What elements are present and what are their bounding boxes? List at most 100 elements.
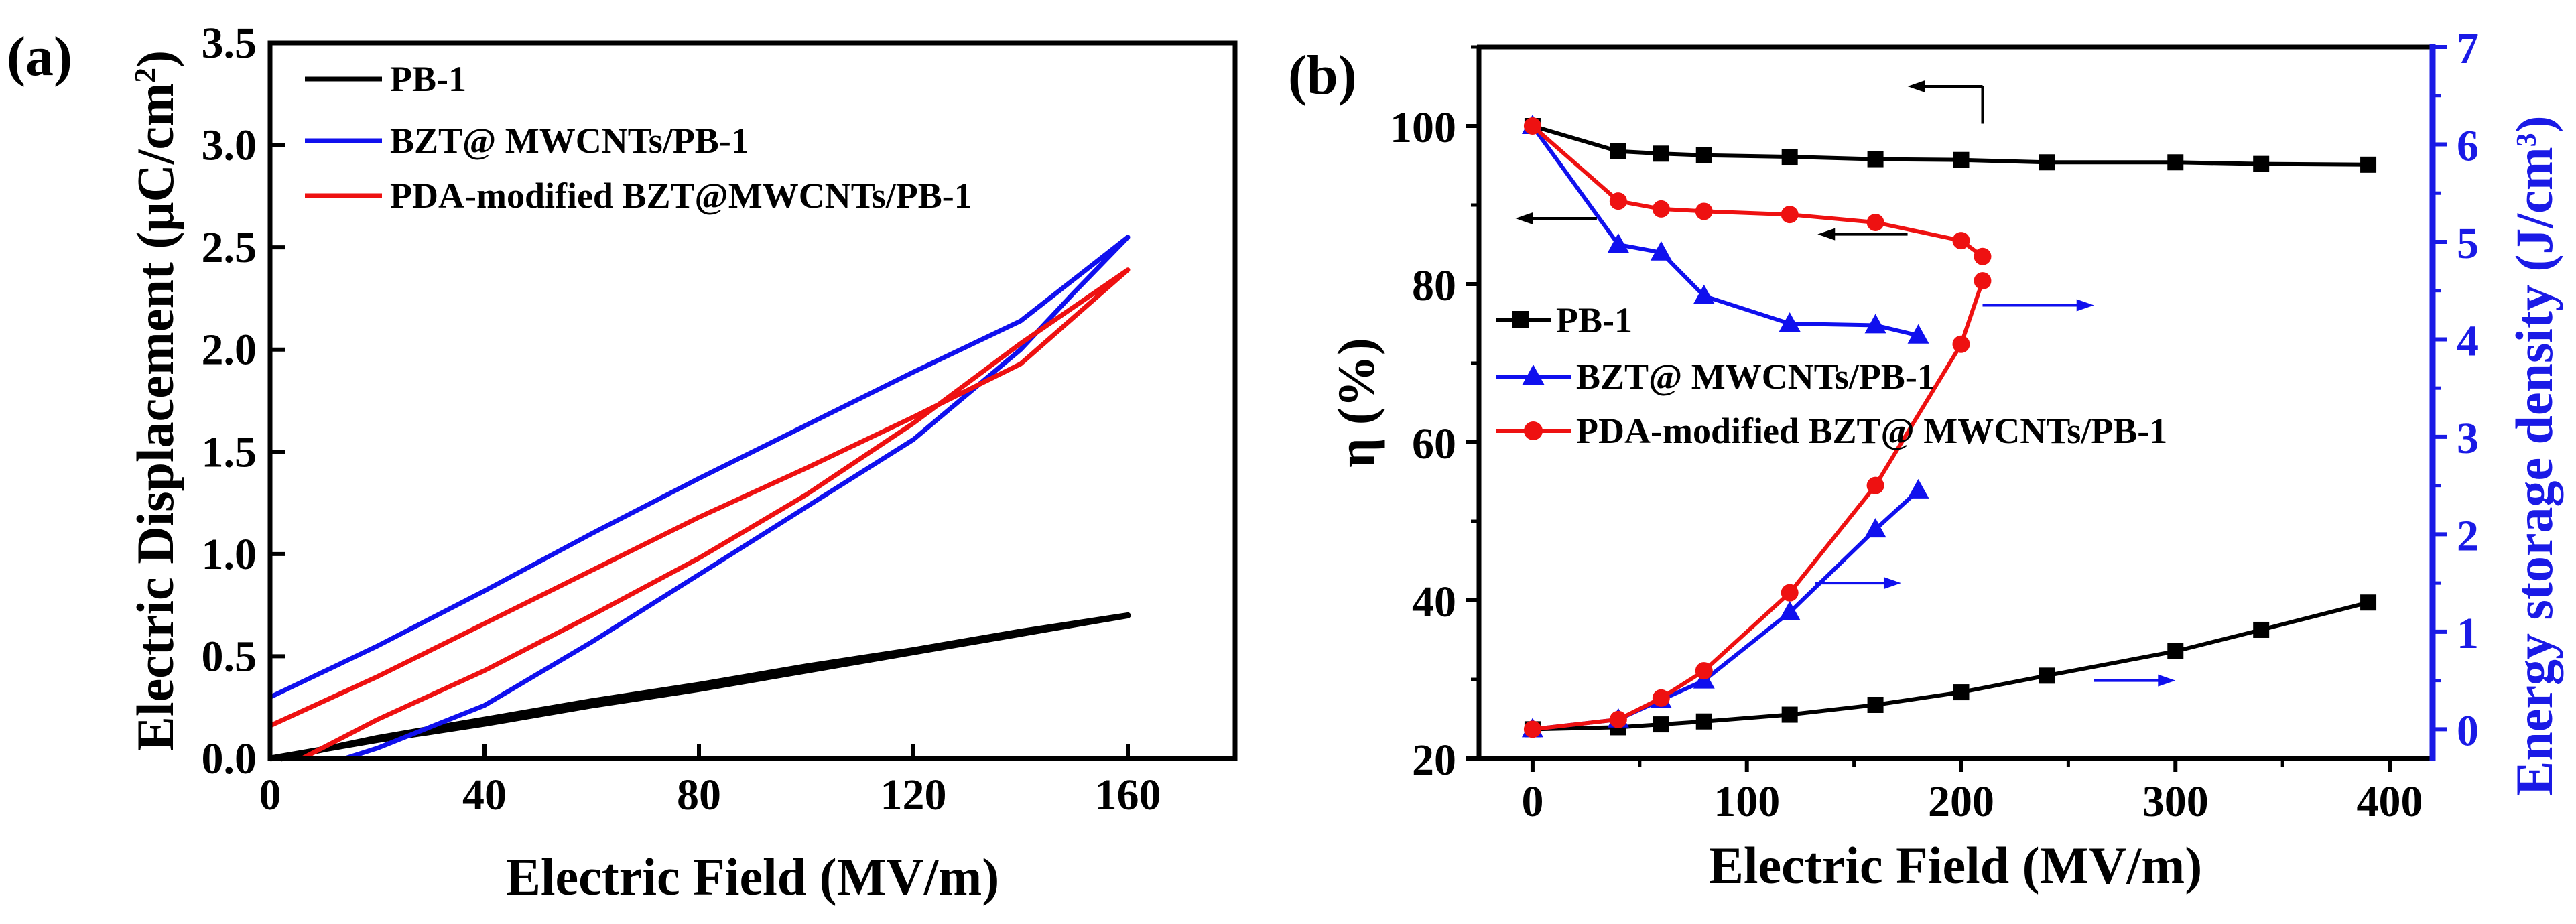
data-point-circle xyxy=(1952,232,1970,250)
series-line xyxy=(1532,600,2369,732)
data-point-square xyxy=(2253,155,2270,172)
panel-b-left-y-axis-title: η (%) xyxy=(1327,338,1385,468)
arrow-head xyxy=(2076,299,2094,312)
data-point-square xyxy=(2360,594,2377,611)
series-0 xyxy=(1524,118,2377,173)
data-point-square xyxy=(1695,147,1712,163)
y-tick-label: 3.5 xyxy=(202,19,257,68)
legend-label-bzt: BZT@ MWCNTs/PB-1 xyxy=(390,121,749,161)
panel-b-x-axis-title: Electric Field (MV/m) xyxy=(1709,836,2202,895)
data-point-square xyxy=(2167,154,2184,171)
data-point-square xyxy=(2039,667,2055,684)
panel-a: (a) 0 40 80 120 160 0.0 0.5 1.0 1.5 2.0 2.5 3.0 3.5… xyxy=(7,19,1238,906)
legend-label-pb1-b: PB-1 xyxy=(1556,300,1632,340)
data-point-square xyxy=(1653,145,1669,162)
loop-pb1 xyxy=(269,612,1131,762)
panel-a-series xyxy=(269,235,1131,762)
data-point-triangle xyxy=(1907,324,1929,344)
data-point-triangle xyxy=(1650,241,1672,261)
right-y-tick-label: 6 xyxy=(2457,121,2479,170)
data-point-square xyxy=(1781,706,1798,723)
right-y-tick-label: 0 xyxy=(2457,706,2479,755)
data-point-triangle xyxy=(1864,518,1886,538)
x-tick-label: 300 xyxy=(2142,777,2209,826)
arrow-head xyxy=(1515,212,1533,225)
x-tick-label: 100 xyxy=(1714,777,1780,826)
data-point-square xyxy=(1867,151,1884,168)
series-line xyxy=(1532,280,1985,732)
panel-a-x-ticks: 0 40 80 120 160 xyxy=(259,744,1161,819)
data-point-circle xyxy=(1523,117,1541,135)
panel-b-series xyxy=(1521,115,2377,738)
panel-a-x-axis-title: Electric Field (MV/m) xyxy=(506,848,999,906)
axis-arrow-left xyxy=(1907,80,1983,92)
y-tick-label: 1.0 xyxy=(202,530,257,579)
panel-a-label: (a) xyxy=(7,25,72,88)
data-point-square xyxy=(2253,621,2270,638)
data-point-square xyxy=(1695,713,1712,730)
data-point-circle xyxy=(1866,213,1884,231)
panel-b-legend: PB-1 BZT@ MWCNTs/PB-1 PDA-modified BZT@ … xyxy=(1496,300,2167,451)
axis-arrow-right xyxy=(1982,299,2094,312)
right-y-tick-label: 7 xyxy=(2457,24,2479,73)
data-point-triangle xyxy=(1907,478,1929,499)
data-point-square xyxy=(1867,696,1884,713)
legend-marker-square xyxy=(1512,311,1529,328)
y-tick-label: 0.0 xyxy=(202,734,257,783)
panel-b-left-y-ticks: 20 40 60 80 100 xyxy=(1390,45,1479,785)
panel-a-plot-frame xyxy=(267,40,1238,761)
right-y-tick-label: 4 xyxy=(2457,316,2479,365)
series-5 xyxy=(1523,272,1992,738)
series-1 xyxy=(1524,594,2377,738)
right-y-tick-label: 1 xyxy=(2457,609,2479,658)
y-tick-label: 0.5 xyxy=(202,632,257,681)
data-point-triangle xyxy=(1779,312,1801,332)
x-tick-label: 120 xyxy=(881,771,947,819)
arrow-head xyxy=(1907,80,1925,92)
data-point-circle xyxy=(1695,662,1713,680)
data-point-square xyxy=(1610,143,1626,159)
data-point-circle xyxy=(1974,272,1992,290)
legend-label-bzt-b: BZT@ MWCNTs/PB-1 xyxy=(1576,356,1935,397)
axis-arrow-right xyxy=(1815,577,1901,590)
data-point-triangle xyxy=(1779,600,1801,620)
data-point-circle xyxy=(1652,200,1670,218)
data-point-square xyxy=(1781,149,1798,166)
data-point-triangle xyxy=(1693,284,1715,304)
right-y-tick-label: 3 xyxy=(2457,414,2479,463)
data-point-circle xyxy=(1695,202,1713,220)
panel-b-x-ticks: 0 100 200 300 400 xyxy=(1521,758,2423,826)
legend-label-pb1: PB-1 xyxy=(390,59,466,99)
data-point-square xyxy=(1653,716,1669,733)
panel-a-y-ticks: 0.0 0.5 1.0 1.5 2.0 2.5 3.0 3.5 xyxy=(202,19,285,783)
left-y-tick-label: 40 xyxy=(1412,578,1456,626)
x-tick-label: 160 xyxy=(1095,771,1161,819)
axis-arrow-right xyxy=(2094,674,2176,687)
panel-a-y-axis-title: Electric Displacement (μC/cm2) xyxy=(126,50,184,751)
x-tick-label: 200 xyxy=(1928,777,1994,826)
axis-arrow-left xyxy=(1817,228,1908,241)
x-tick-label: 40 xyxy=(462,771,507,819)
panel-b-right-y-axis-title: Energy storage density (J/cm3) xyxy=(2505,115,2563,795)
data-point-circle xyxy=(1952,335,1970,353)
data-point-triangle xyxy=(1607,233,1629,253)
data-point-square xyxy=(2039,154,2055,171)
data-point-triangle xyxy=(1864,314,1886,334)
series-4 xyxy=(1523,117,1992,265)
data-point-square xyxy=(1953,151,1970,168)
y-tick-label: 2.0 xyxy=(202,326,257,375)
data-point-circle xyxy=(1609,192,1627,210)
data-point-square xyxy=(2167,643,2184,659)
x-tick-label: 0 xyxy=(259,771,281,819)
legend-label-pda: PDA-modified BZT@MWCNTs/PB-1 xyxy=(390,176,972,216)
data-point-circle xyxy=(1652,689,1670,707)
data-point-circle xyxy=(1866,476,1884,494)
left-y-tick-label: 100 xyxy=(1390,103,1456,152)
right-y-tick-label: 5 xyxy=(2457,219,2479,268)
right-y-tick-label: 2 xyxy=(2457,511,2479,560)
panel-b-label: (b) xyxy=(1288,44,1357,107)
panel-a-legend: PB-1 BZT@ MWCNTs/PB-1 PDA-modified BZT@M… xyxy=(305,59,972,216)
y-tick-label: 2.5 xyxy=(202,223,257,272)
y-tick-label: 3.0 xyxy=(202,121,257,170)
